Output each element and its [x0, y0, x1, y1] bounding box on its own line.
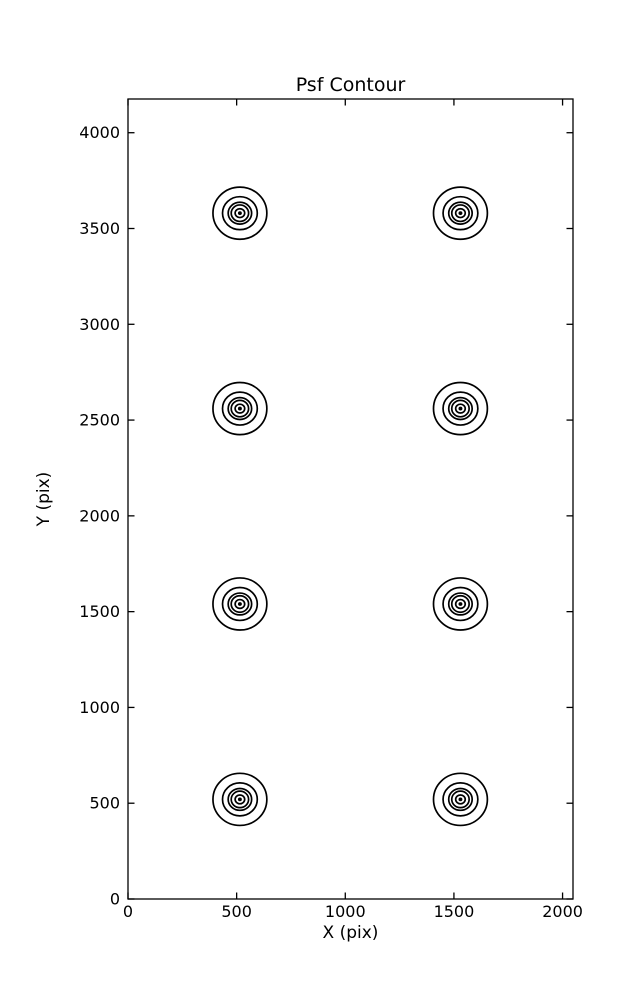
contour-ring	[447, 201, 474, 225]
contour-center-dot	[458, 211, 463, 216]
contour-center-dot	[458, 602, 463, 606]
contour-ring	[442, 586, 479, 622]
contour-ring	[454, 207, 467, 219]
contour-ring	[432, 772, 489, 827]
contour-ring	[454, 598, 467, 610]
chart-title: Psf Contour	[295, 74, 406, 96]
contour-ring	[230, 399, 250, 418]
y-tick-label: 1000	[79, 698, 120, 717]
contour-ring	[442, 195, 479, 231]
contour-ring	[227, 396, 253, 421]
contour-ring	[227, 592, 253, 616]
contour-ring	[450, 399, 470, 418]
contour-ring	[230, 790, 250, 809]
contour-ring	[447, 787, 474, 812]
x-tick-label: 500	[221, 902, 252, 921]
contour-center-dot	[237, 406, 242, 411]
axes-frame	[127, 98, 574, 900]
contour-center-dot	[458, 406, 463, 411]
contour-ring	[212, 577, 268, 631]
contour-center-dot	[458, 797, 463, 802]
x-tick-label: 2000	[542, 902, 583, 921]
contour-ring	[432, 186, 489, 241]
contour-ring	[230, 594, 250, 614]
contour-ring	[227, 787, 253, 812]
contour-ring	[447, 396, 474, 421]
contour-center-dot	[237, 211, 242, 216]
contour-ring	[234, 207, 246, 219]
contour-ring	[230, 204, 250, 223]
x-axis-label: X (pix)	[322, 923, 379, 943]
contour-ring	[432, 381, 489, 436]
contour-ring	[221, 195, 259, 231]
y-tick-label: 2500	[79, 411, 120, 430]
contour-ring	[447, 592, 474, 616]
y-tick-label: 2000	[79, 506, 120, 525]
contour-ring	[221, 391, 259, 426]
contour-ring	[234, 598, 246, 610]
contour-ring	[221, 586, 259, 622]
contour-ring	[454, 403, 467, 414]
contour-center-dot	[237, 602, 242, 606]
contour-center-dot	[237, 797, 242, 802]
y-tick-label: 3000	[79, 315, 120, 334]
contour-ring	[450, 594, 470, 614]
x-tick-label: 1500	[434, 902, 475, 921]
contour-ring	[442, 391, 479, 426]
contour-ring	[432, 577, 489, 631]
contour-ring	[454, 794, 467, 805]
x-tick-label: 0	[123, 902, 133, 921]
contour-ring	[442, 782, 479, 817]
contour-ring	[212, 186, 268, 241]
contour-ring	[212, 772, 268, 827]
y-axis-label: Y (pix)	[34, 471, 54, 527]
contour-ring	[221, 782, 259, 817]
contour-ring	[450, 204, 470, 223]
contour-ring	[212, 381, 268, 436]
contour-ring	[450, 790, 470, 809]
y-tick-label: 0	[110, 890, 120, 909]
y-tick-label: 1500	[79, 602, 120, 621]
contour-ring	[234, 794, 246, 805]
y-tick-label: 4000	[79, 123, 120, 142]
x-tick-label: 1000	[325, 902, 366, 921]
contour-ring	[234, 403, 246, 414]
y-tick-label: 3500	[79, 219, 120, 238]
y-tick-label: 500	[89, 794, 120, 813]
contour-ring	[227, 201, 253, 225]
